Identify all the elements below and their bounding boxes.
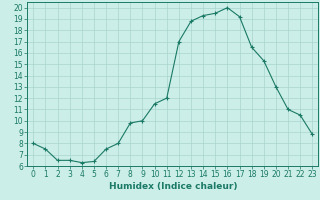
X-axis label: Humidex (Indice chaleur): Humidex (Indice chaleur) (108, 182, 237, 191)
